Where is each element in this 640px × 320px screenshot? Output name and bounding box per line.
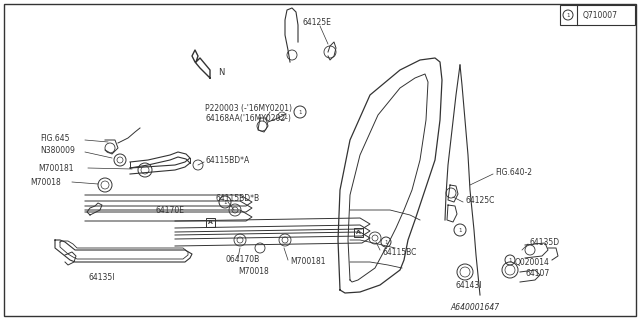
Text: N: N [218,68,225,76]
Text: M70018: M70018 [238,268,269,276]
Text: N380009: N380009 [40,146,75,155]
Text: 64143I: 64143I [455,281,481,290]
Text: 64125C: 64125C [465,196,494,204]
Text: 64107: 64107 [525,269,549,278]
Text: P220003 (-'16MY0201): P220003 (-'16MY0201) [205,103,292,113]
Bar [205,218,214,227]
Text: 1: 1 [223,199,227,204]
Text: 64168AA('16MY0202-): 64168AA('16MY0202-) [205,114,291,123]
Text: FIG.640-2: FIG.640-2 [495,167,532,177]
Text: 64125E: 64125E [302,18,331,27]
Text: 064170B: 064170B [225,255,259,265]
Bar [353,228,362,236]
Text: 1: 1 [508,258,512,262]
Text: M70018: M70018 [30,178,61,187]
Text: FIG.645: FIG.645 [40,133,70,142]
Text: 64115BC: 64115BC [382,247,417,257]
Text: 1: 1 [384,239,388,244]
Text: 64115BD*B: 64115BD*B [215,194,259,203]
Text: 64135D: 64135D [530,237,560,246]
Text: M700181: M700181 [38,164,74,172]
Text: Q710007: Q710007 [582,11,618,20]
Text: 64115BD*A: 64115BD*A [205,156,249,164]
Bar [560,5,635,25]
Text: 64170E: 64170E [155,205,184,214]
Text: 1: 1 [298,109,301,115]
Text: A: A [356,229,360,235]
Text: A640001647: A640001647 [450,303,499,313]
Text: 1: 1 [566,12,570,18]
Text: A: A [207,220,212,225]
Text: 1: 1 [458,228,461,233]
Text: Q020014: Q020014 [515,258,550,267]
Text: M700181: M700181 [290,258,326,267]
Text: 64135I: 64135I [88,274,115,283]
